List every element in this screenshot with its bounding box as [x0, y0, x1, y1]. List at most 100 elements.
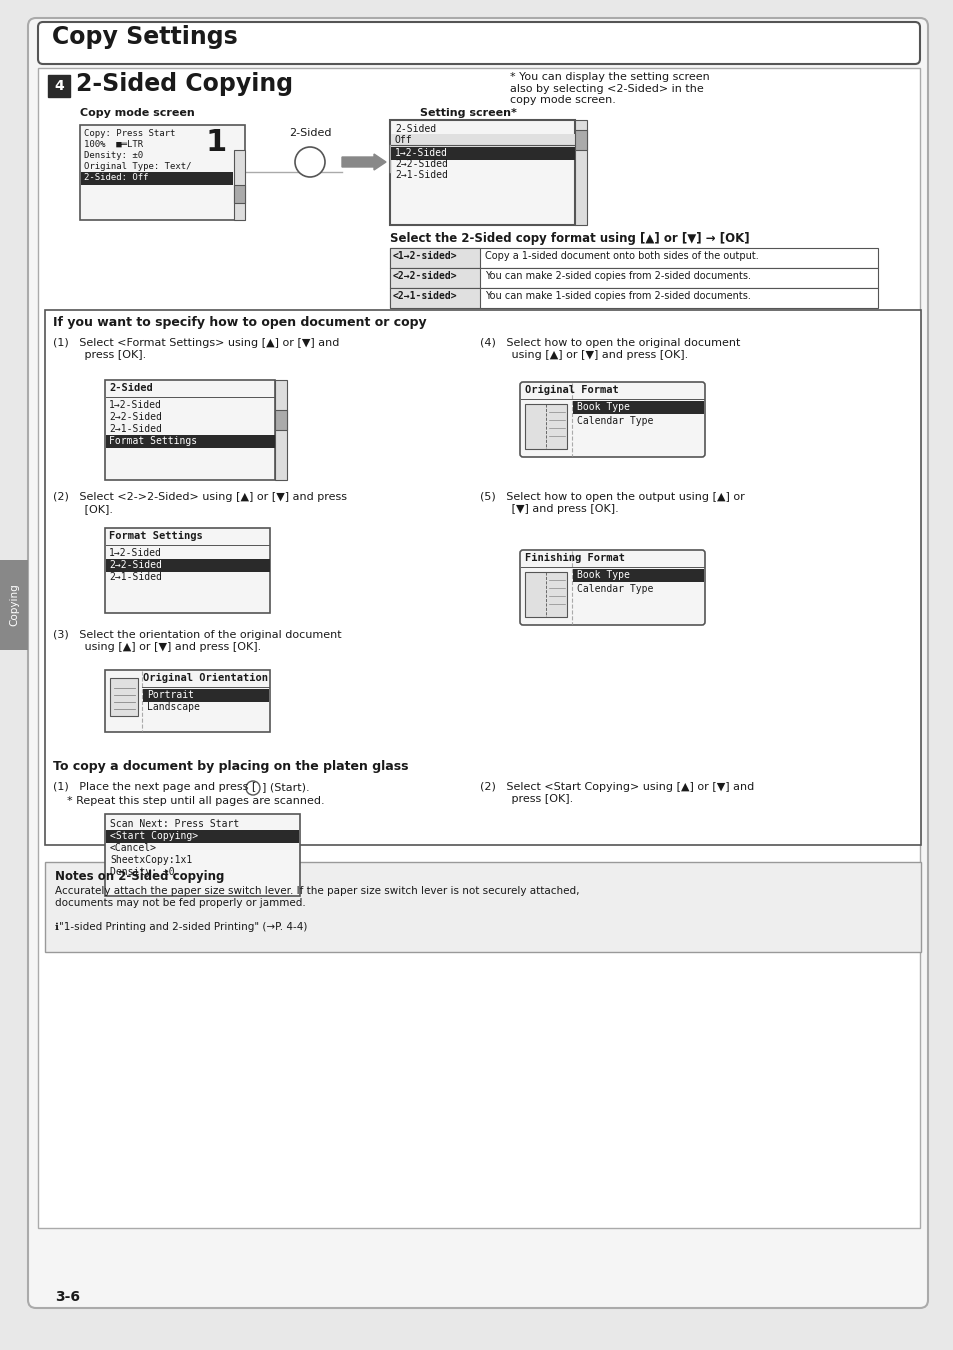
Text: You can make 2-sided copies from 2-sided documents.: You can make 2-sided copies from 2-sided… [484, 271, 750, 281]
Text: 2→2-Sided: 2→2-Sided [109, 412, 162, 423]
Text: <2→1-sided>: <2→1-sided> [393, 292, 457, 301]
Text: 2-Sided: Off: 2-Sided: Off [84, 173, 149, 182]
Bar [106, 559, 270, 572]
Text: (3)   Select the orientation of the original document
         using [▲] or [▼] : (3) Select the orientation of the origin… [53, 630, 341, 652]
FancyArrow shape [341, 154, 386, 170]
Text: Density: ±0: Density: ±0 [110, 867, 174, 878]
Text: 4: 4 [54, 80, 64, 93]
Text: 2→1-Sided: 2→1-Sided [109, 424, 162, 433]
Text: To copy a document by placing on the platen glass: To copy a document by placing on the pla… [53, 760, 408, 774]
Text: Copy mode screen: Copy mode screen [80, 108, 194, 117]
Text: 2-Sided: 2-Sided [395, 124, 436, 134]
Text: Copying: Copying [9, 583, 19, 626]
Text: 2-Sided: 2-Sided [109, 383, 152, 393]
Text: You can make 1-sided copies from 2-sided documents.: You can make 1-sided copies from 2-sided… [484, 292, 750, 301]
Text: ℹ"1-sided Printing and 2-sided Printing" (→P. 4-4): ℹ"1-sided Printing and 2-sided Printing"… [55, 922, 307, 931]
Bar [110, 678, 138, 716]
Text: * You can display the setting screen
also by selecting <2-Sided> in the
copy mod: * You can display the setting screen als… [510, 72, 709, 105]
Bar [573, 401, 703, 414]
Text: Portrait: Portrait [147, 690, 193, 701]
Text: Copy a 1-sided document onto both sides of the output.: Copy a 1-sided document onto both sides … [484, 251, 758, 261]
Text: Notes on 2-Sided copying: Notes on 2-Sided copying [55, 869, 224, 883]
Circle shape [294, 147, 325, 177]
Text: 1→2-Sided: 1→2-Sided [109, 548, 162, 558]
Text: Original Type: Text/: Original Type: Text/ [84, 162, 192, 171]
Bar [105, 814, 299, 896]
Text: (1)   Select <Format Settings> using [▲] or [▼] and
         press [OK].: (1) Select <Format Settings> using [▲] o… [53, 338, 339, 359]
Text: 2-Sided: 2-Sided [289, 128, 331, 138]
Text: 2→1-Sided: 2→1-Sided [109, 572, 162, 582]
Bar [106, 435, 274, 448]
Bar [81, 171, 233, 185]
Text: 1→2-Sided: 1→2-Sided [109, 400, 162, 410]
Text: Original Orientation: Original Orientation [143, 674, 268, 683]
Bar [105, 670, 270, 732]
Text: (4)   Select how to open the original document
         using [▲] or [▼] and pre: (4) Select how to open the original docu… [479, 338, 740, 359]
Text: If you want to specify how to open document or copy: If you want to specify how to open docum… [53, 316, 426, 329]
Bar [143, 688, 269, 702]
Bar [390, 120, 575, 225]
Bar [45, 310, 920, 845]
Bar [274, 410, 287, 431]
Bar [391, 134, 575, 147]
Text: (2)   Select <2->2-Sided> using [▲] or [▼] and press
         [OK].: (2) Select <2->2-Sided> using [▲] or [▼]… [53, 491, 347, 513]
Bar [233, 150, 245, 220]
Bar [0, 560, 28, 649]
Text: Format Settings: Format Settings [109, 436, 197, 446]
Circle shape [246, 782, 260, 795]
Bar [390, 288, 479, 308]
Text: 2-Sided Copying: 2-Sided Copying [76, 72, 293, 96]
FancyBboxPatch shape [38, 22, 919, 63]
Bar [575, 130, 586, 150]
Text: 100%  ■═LTR: 100% ■═LTR [84, 140, 143, 148]
Text: Landscape: Landscape [147, 702, 200, 711]
Bar [48, 76, 70, 97]
Bar [390, 248, 877, 269]
Text: <1→2-sided>: <1→2-sided> [393, 251, 457, 261]
Text: Book Type: Book Type [577, 402, 629, 412]
Text: Setting screen*: Setting screen* [419, 108, 517, 117]
Text: 2→1-Sided: 2→1-Sided [395, 170, 447, 180]
Text: (1)   Place the next page and press [: (1) Place the next page and press [ [53, 782, 256, 792]
Text: Calendar Type: Calendar Type [577, 585, 653, 594]
Text: Format Settings: Format Settings [109, 531, 203, 541]
Bar [274, 379, 287, 481]
Text: Density: ±0: Density: ±0 [84, 151, 143, 161]
Text: * Repeat this step until all pages are scanned.: * Repeat this step until all pages are s… [53, 796, 324, 806]
Text: (5)   Select how to open the output using [▲] or
         [▼] and press [OK].: (5) Select how to open the output using … [479, 491, 744, 513]
Text: Original Format: Original Format [524, 385, 618, 396]
Text: Off: Off [395, 135, 413, 144]
Text: SheetxCopy:1x1: SheetxCopy:1x1 [110, 855, 193, 865]
Text: Copy: Press Start: Copy: Press Start [84, 130, 175, 138]
Bar [390, 269, 877, 288]
FancyBboxPatch shape [519, 382, 704, 458]
Bar [105, 379, 274, 481]
Bar [45, 863, 920, 952]
Bar [575, 120, 586, 225]
Bar [105, 528, 270, 613]
Bar [106, 830, 298, 842]
Bar [524, 572, 566, 617]
Text: Accurately attach the paper size switch lever. If the paper size switch lever is: Accurately attach the paper size switch … [55, 886, 578, 907]
Text: Copy Settings: Copy Settings [52, 26, 237, 49]
Text: 2→2-Sided: 2→2-Sided [395, 159, 447, 169]
Bar [390, 248, 479, 269]
Text: 2→2-Sided: 2→2-Sided [109, 560, 162, 570]
Bar [391, 147, 575, 161]
Text: Scan Next: Press Start: Scan Next: Press Start [110, 819, 239, 829]
Text: 1→2-Sided: 1→2-Sided [395, 148, 447, 158]
Text: Select the 2-Sided copy format using [▲] or [▼] → [OK]: Select the 2-Sided copy format using [▲]… [390, 232, 749, 244]
Text: 1: 1 [205, 128, 227, 157]
Text: <Start Copying>: <Start Copying> [110, 832, 198, 841]
Text: (2)   Select <Start Copying> using [▲] or [▼] and
         press [OK].: (2) Select <Start Copying> using [▲] or … [479, 782, 754, 803]
Text: Finishing Format: Finishing Format [524, 554, 624, 563]
Bar [80, 126, 245, 220]
FancyBboxPatch shape [519, 549, 704, 625]
Text: Calendar Type: Calendar Type [577, 416, 653, 427]
Text: 3-6: 3-6 [55, 1291, 80, 1304]
Text: ] (Start).: ] (Start). [262, 782, 310, 792]
FancyBboxPatch shape [28, 18, 927, 1308]
Bar [524, 404, 566, 450]
Bar [38, 68, 919, 1228]
Bar [573, 568, 703, 582]
